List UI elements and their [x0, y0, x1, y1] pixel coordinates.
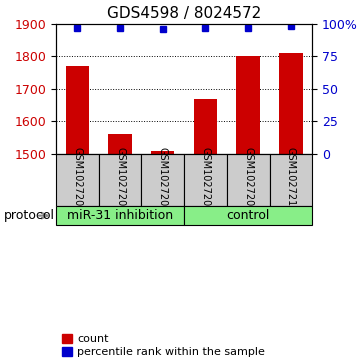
Bar	[142, 154, 184, 206]
Bar	[270, 154, 312, 206]
Text: protocol: protocol	[4, 209, 55, 222]
Text: GSM1027209: GSM1027209	[243, 147, 253, 213]
Title: GDS4598 / 8024572: GDS4598 / 8024572	[107, 6, 261, 21]
Bar	[184, 154, 227, 206]
Text: GSM1027206: GSM1027206	[115, 147, 125, 213]
Bar	[56, 154, 99, 206]
Bar	[99, 154, 142, 206]
Bar	[66, 66, 89, 154]
Bar	[194, 99, 217, 154]
Bar	[279, 53, 303, 154]
Bar	[236, 56, 260, 154]
Bar	[227, 154, 270, 206]
Text: GSM1027210: GSM1027210	[286, 147, 296, 213]
Text: GSM1027205: GSM1027205	[72, 147, 82, 213]
Bar	[108, 134, 132, 154]
Text: GSM1027208: GSM1027208	[200, 147, 210, 213]
Bar	[184, 206, 312, 225]
Text: control: control	[226, 209, 270, 222]
Bar	[56, 206, 184, 225]
Text: GSM1027207: GSM1027207	[158, 147, 168, 213]
Bar	[151, 151, 174, 154]
Text: miR-31 inhibition: miR-31 inhibition	[67, 209, 173, 222]
Legend: count, percentile rank within the sample: count, percentile rank within the sample	[61, 334, 265, 358]
